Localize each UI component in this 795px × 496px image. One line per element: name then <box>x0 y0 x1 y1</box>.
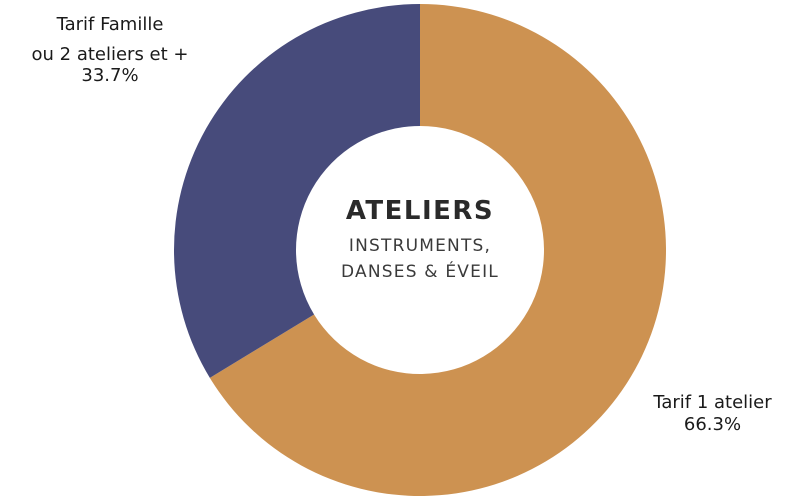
center-subtitle-line2: DANSES & ÉVEIL <box>341 261 499 282</box>
center-text: ATELIERS INSTRUMENTS, DANSES & ÉVEIL <box>300 196 540 285</box>
slice-value-famille: 33.7% <box>81 65 139 87</box>
center-subtitle-line1: INSTRUMENTS, <box>348 236 492 256</box>
center-title: ATELIERS <box>345 196 495 226</box>
slice-label-famille-line2: ou 2 ateliers et + <box>31 43 189 65</box>
slice-famille <box>174 4 420 378</box>
slice-label-famille-line1: Tarif Famille <box>56 14 164 35</box>
slice-label-famille: Tarif Famille ou 2 ateliers et + 33.7% <box>0 14 220 87</box>
slice-label-atelier: Tarif 1 atelier 66.3% <box>630 392 795 435</box>
slice-label-atelier-line1: Tarif 1 atelier <box>653 392 772 413</box>
slice-value-atelier: 66.3% <box>683 413 742 435</box>
slice-1-atelier <box>209 4 666 496</box>
